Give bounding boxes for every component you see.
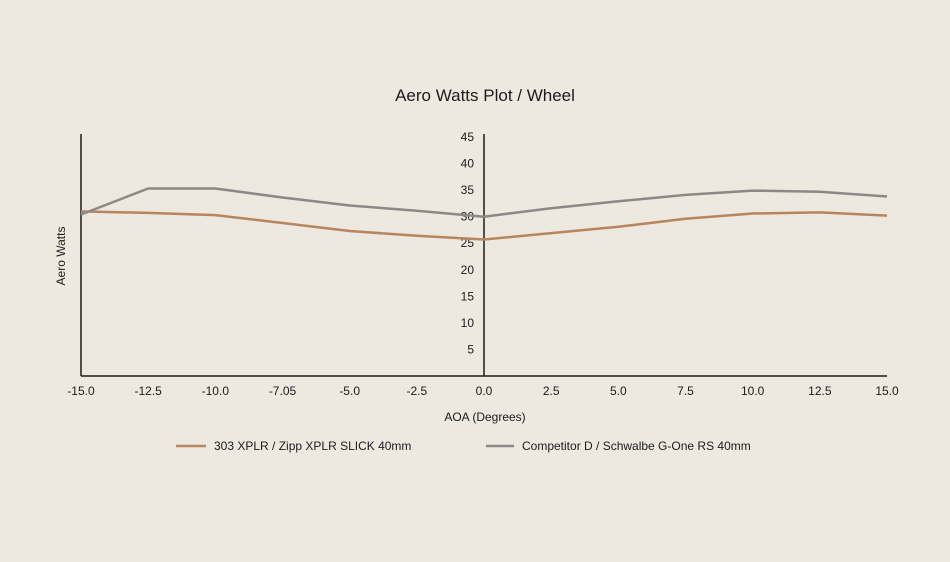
- legend: 303 XPLR / Zipp XPLR SLICK 40mm Competit…: [176, 439, 751, 453]
- series-line-competitor: [80, 187, 888, 218]
- x-tick-label: 12.5: [808, 384, 832, 398]
- x-tick-label: 5.0: [610, 384, 627, 398]
- y-tick-label: 20: [461, 263, 475, 277]
- x-axis-label: AOA (Degrees): [444, 410, 525, 424]
- legend-label-competitor: Competitor D / Schwalbe G-One RS 40mm: [522, 439, 751, 453]
- x-tick-label: 0.0: [476, 384, 493, 398]
- y-tick-label: 40: [461, 157, 475, 171]
- x-tick-label: 2.5: [543, 384, 560, 398]
- x-tick-label: 7.5: [677, 384, 694, 398]
- y-tick-label: 10: [461, 316, 475, 330]
- y-tick-label: 30: [461, 210, 475, 224]
- x-tick-label: -10.0: [202, 384, 230, 398]
- chart-title: Aero Watts Plot / Wheel: [395, 86, 575, 105]
- x-tick-label: 15.0: [875, 384, 899, 398]
- x-tick-label: -7.05: [269, 384, 297, 398]
- legend-label-xplr: 303 XPLR / Zipp XPLR SLICK 40mm: [214, 439, 411, 453]
- y-axis-label: Aero Watts: [54, 227, 68, 286]
- y-tick-label: 35: [461, 183, 475, 197]
- x-tick-label: -2.5: [406, 384, 427, 398]
- series-lines: [80, 187, 888, 241]
- x-tick-label: 10.0: [741, 384, 765, 398]
- series-line-xplr: [80, 210, 888, 241]
- y-tick-label: 45: [461, 130, 475, 144]
- x-tick-label: -15.0: [67, 384, 95, 398]
- x-tick-label: -12.5: [134, 384, 162, 398]
- x-tick-label: -5.0: [339, 384, 360, 398]
- y-tick-label: 5: [467, 342, 474, 356]
- x-tick-labels: -15.0 -12.5 -10.0 -7.05 -5.0 -2.5 0.0 2.5 5.0 7.5…: [67, 384, 899, 398]
- y-tick-label: 15: [461, 289, 475, 303]
